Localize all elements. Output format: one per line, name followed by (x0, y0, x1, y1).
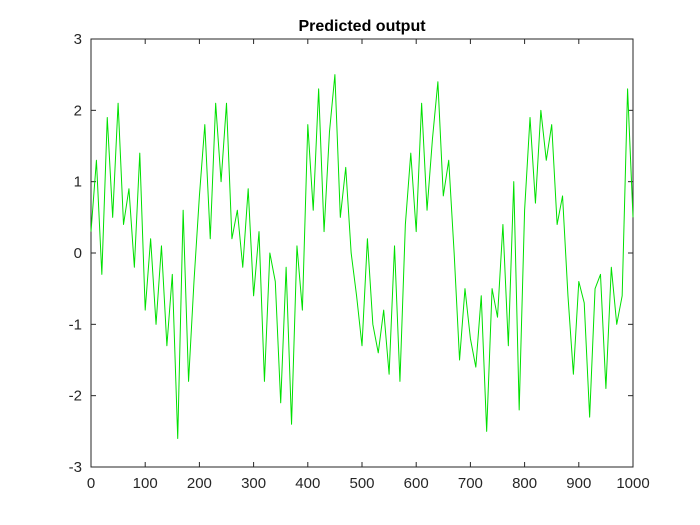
series-group (90, 74, 634, 439)
x-axis: 0 100 200 300 400 500 600 700 800 900 1000 (87, 39, 650, 492)
y-tick-label: 3 (74, 31, 82, 48)
x-tick-label: 400 (295, 475, 320, 492)
y-tick-label: -2 (69, 388, 82, 405)
series-line-0 (90, 74, 634, 439)
y-tick-label: -3 (69, 459, 82, 476)
y-tick-label: 1 (74, 174, 82, 191)
x-tick-label: 200 (187, 475, 212, 492)
x-tick-label: 600 (404, 475, 429, 492)
x-tick-label: 100 (133, 475, 158, 492)
y-axis: 3 2 1 0 -1 -2 -3 (69, 31, 633, 476)
x-tick-label: 900 (566, 475, 591, 492)
x-tick-label: 700 (458, 475, 483, 492)
plot-area (90, 38, 634, 468)
y-tick-label: -1 (69, 316, 82, 333)
y-tick-label: 2 (74, 102, 82, 119)
x-tick-label: 0 (87, 475, 95, 492)
x-tick-label: 800 (512, 475, 537, 492)
chart-title: Predicted output (298, 18, 426, 35)
x-tick-label: 1000 (616, 475, 649, 492)
x-tick-label: 500 (349, 475, 374, 492)
y-tick-label: 0 (74, 245, 82, 262)
x-tick-label: 300 (241, 475, 266, 492)
